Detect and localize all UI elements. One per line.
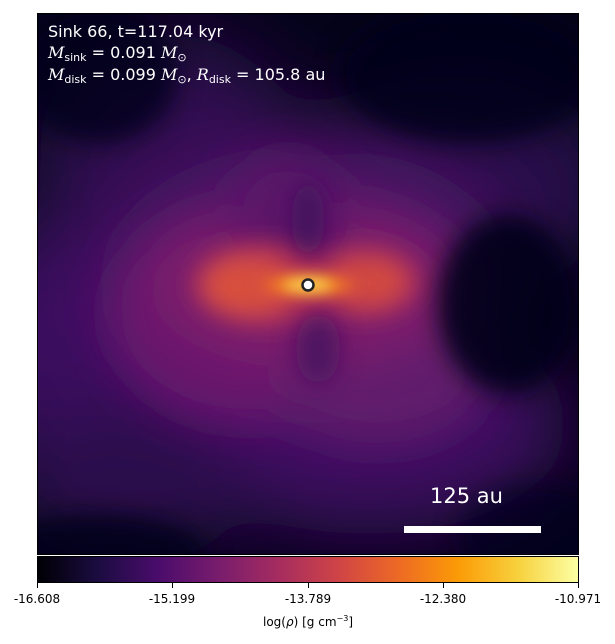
disk-annotation: Mdisk = 0.099 M⊙, Rdisk = 105.8 au [48,65,326,86]
title-annotation: Sink 66, t=117.04 kyr [48,22,224,41]
colorbar-tick [308,583,309,588]
colorbar-tick-label: -12.380 [419,592,467,606]
density-map-panel: Sink 66, t=117.04 kyr Msink = 0.091 M⊙ M… [37,13,579,555]
colorbar-tick [578,583,579,588]
sink-particle-marker [301,278,315,292]
colorbar-tick-label: -13.789 [284,592,332,606]
dark-cavities [38,14,578,554]
colorbar-tick-label: -15.199 [148,592,196,606]
scale-bar-label: 125 au [430,484,503,508]
colorbar-tick [172,583,173,588]
colorbar [37,556,579,583]
colorbar-tick-label: -16.608 [13,592,61,606]
colorbar-tick [37,583,38,588]
colorbar-label: log(ρ) [g cm−3] [263,614,353,629]
sink-mass-annotation: Msink = 0.091 M⊙ [48,43,187,64]
colorbar-tick [443,583,444,588]
colorbar-tick-label: -10.971 [554,592,602,606]
scale-bar [404,526,541,533]
density-map [38,14,578,554]
